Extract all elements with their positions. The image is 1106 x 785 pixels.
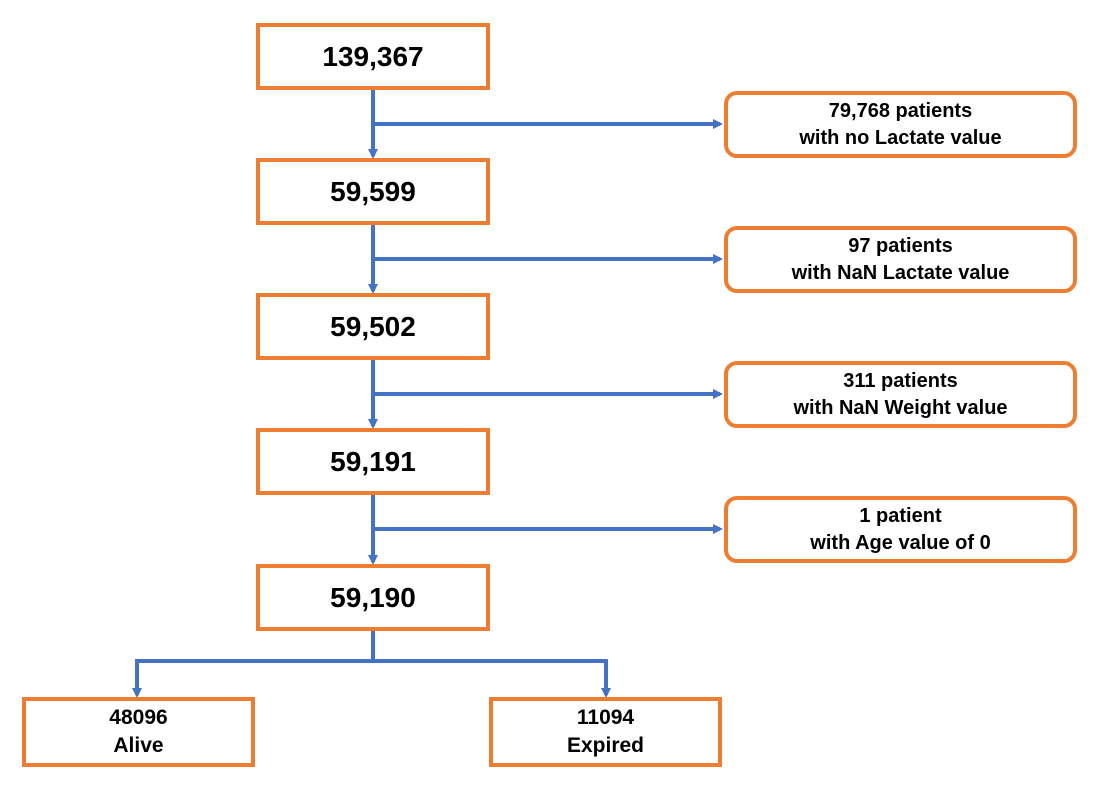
exclusion-count: 311 patients [843,369,958,392]
cohort-count: 139,367 [322,40,424,72]
exclusion-box-3: 311 patients with NaN Weight value [724,361,1077,428]
cohort-box-step-3: 59,502 [256,293,490,360]
exclusion-count: 1 patient [859,504,942,527]
outcome-label: Alive [113,734,164,757]
cohort-box-step-2: 59,599 [256,158,490,225]
cohort-count: 59,191 [330,445,416,477]
outcome-label: Expired [566,734,645,757]
outcome-box-expired: 11094 Expired [489,697,722,767]
cohort-box-step-4: 59,191 [256,428,490,495]
cohort-box-step-5: 59,190 [256,564,490,631]
exclusion-count: 79,768 patients [828,99,973,122]
cohort-count: 59,502 [330,310,416,342]
exclusion-count: 97 patients [848,234,953,257]
outcome-box-alive: 48096 Alive [22,697,255,767]
exclusion-box-2: 97 patients with NaN Lactate value [724,226,1077,293]
outcome-count: 48096 [109,705,168,729]
cohort-count: 59,599 [330,175,416,207]
outcome-count: 11094 [576,705,635,729]
exclusion-reason: with NaN Lactate value [791,261,1010,284]
exclusion-reason: with NaN Weight value [793,396,1008,419]
cohort-box-step-1: 139,367 [256,23,490,90]
exclusion-box-1: 79,768 patients with no Lactate value [724,91,1077,158]
cohort-count: 59,190 [330,581,416,613]
exclusion-box-4: 1 patient with Age value of 0 [724,496,1077,563]
exclusion-reason: with Age value of 0 [810,531,991,554]
exclusion-reason: with no Lactate value [799,126,1002,149]
